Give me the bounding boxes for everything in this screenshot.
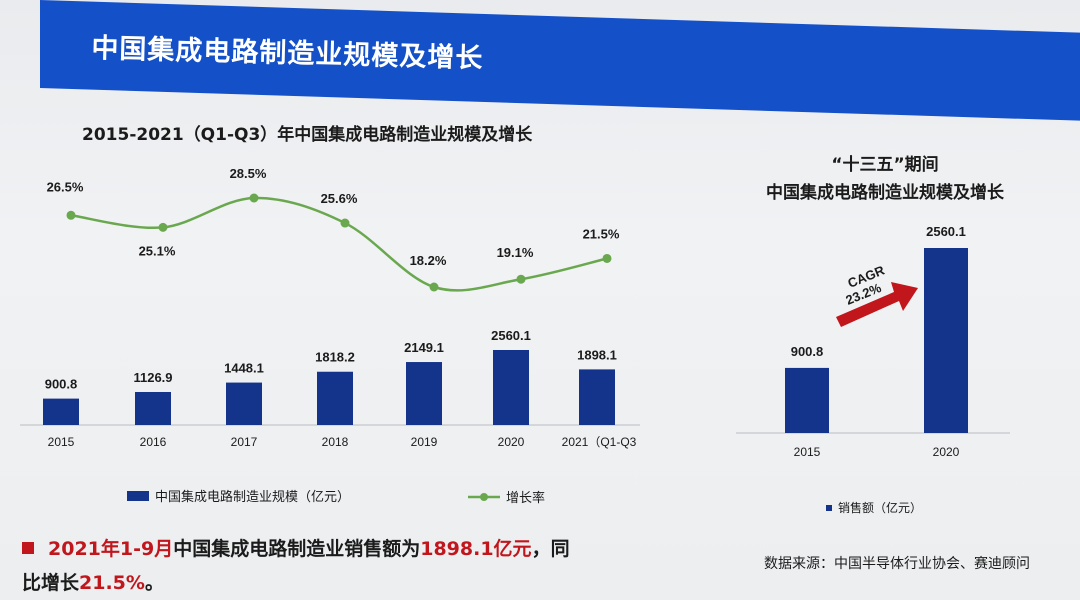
- main-bar-label: 2149.1: [404, 340, 444, 355]
- main-bar-2020: [493, 349, 529, 425]
- growth-label: 25.6%: [321, 191, 358, 206]
- main-bar-2018: [317, 371, 353, 425]
- note-text: 中国集成电路制造业销售额为: [173, 538, 421, 560]
- growth-point: [249, 193, 259, 203]
- main-bar-label: 1898.1: [577, 347, 617, 362]
- growth-point: [66, 210, 76, 220]
- legend-bar-swatch: [127, 491, 149, 501]
- side-bar-2020: [924, 248, 968, 433]
- main-bar-2021: [579, 369, 615, 425]
- side-bar-label: 2560.1: [926, 224, 966, 239]
- note-end: 。: [144, 572, 164, 594]
- growth-label: 21.5%: [583, 226, 620, 241]
- main-bar-2017: [226, 382, 262, 425]
- side-legend-label: 销售额（亿元）: [838, 500, 922, 515]
- side-bar-2015: [785, 367, 829, 433]
- main-x-tick-label: 2016: [140, 435, 167, 449]
- growth-label: 18.2%: [410, 253, 447, 268]
- data-source: 数据来源：中国半导体行业协会、赛迪顾问: [764, 556, 1030, 572]
- note-growth: 21.5%: [79, 572, 145, 594]
- legend-line-label: 增长率: [506, 490, 545, 505]
- side-legend-swatch: [826, 505, 832, 511]
- main-bar-label: 2560.1: [491, 328, 531, 343]
- main-bar-2015: [43, 398, 79, 425]
- main-bar-label: 1448.1: [224, 361, 264, 376]
- main-bar-label: 900.8: [45, 377, 78, 392]
- growth-point: [429, 282, 439, 292]
- note-value: 1898.1亿元: [420, 538, 532, 560]
- main-bar-label: 1818.2: [315, 350, 355, 365]
- main-x-tick-label: 2020: [498, 435, 525, 449]
- side-bar-label: 900.8: [791, 344, 824, 359]
- legend-bar-label: 中国集成电路制造业规模（亿元）: [155, 489, 350, 504]
- growth-label: 26.5%: [47, 179, 84, 194]
- legend-line-marker: [480, 493, 488, 501]
- growth-point: [602, 253, 612, 263]
- main-x-tick-label: 2021（Q1-Q3: [562, 435, 637, 449]
- growth-point: [158, 222, 168, 232]
- note-period: 2021年1-9月: [48, 538, 174, 560]
- main-bar-2019: [406, 362, 442, 425]
- growth-point: [516, 274, 526, 284]
- side-x-tick-label: 2020: [933, 445, 960, 459]
- bullet-marker: [22, 541, 34, 554]
- main-x-tick-label: 2018: [322, 435, 349, 449]
- main-x-tick-label: 2019: [411, 435, 438, 449]
- growth-label: 28.5%: [230, 166, 267, 181]
- note-text-tail: ，同: [531, 538, 570, 560]
- main-x-tick-label: 2017: [231, 435, 258, 449]
- main-chart-title: 2015-2021（Q1-Q3）年中国集成电路制造业规模及增长: [82, 125, 533, 145]
- side-chart-title-line1: “十三五”期间: [831, 155, 939, 175]
- side-x-tick-label: 2015: [794, 445, 821, 459]
- main-x-tick-label: 2015: [48, 435, 75, 449]
- growth-point: [340, 218, 350, 228]
- growth-label: 19.1%: [497, 245, 534, 260]
- note-text-line2: 比增长: [22, 572, 80, 594]
- summary-note: 2021年1-9月中国集成电路制造业销售额为1898.1亿元，同 比增长21.5…: [22, 532, 570, 600]
- side-chart-title-line2: 中国集成电路制造业规模及增长: [766, 183, 1004, 203]
- cagr-arrow: [836, 282, 918, 327]
- main-bar-label: 1126.9: [133, 370, 172, 385]
- growth-label: 25.1%: [139, 243, 176, 258]
- main-bar-2016: [135, 391, 171, 425]
